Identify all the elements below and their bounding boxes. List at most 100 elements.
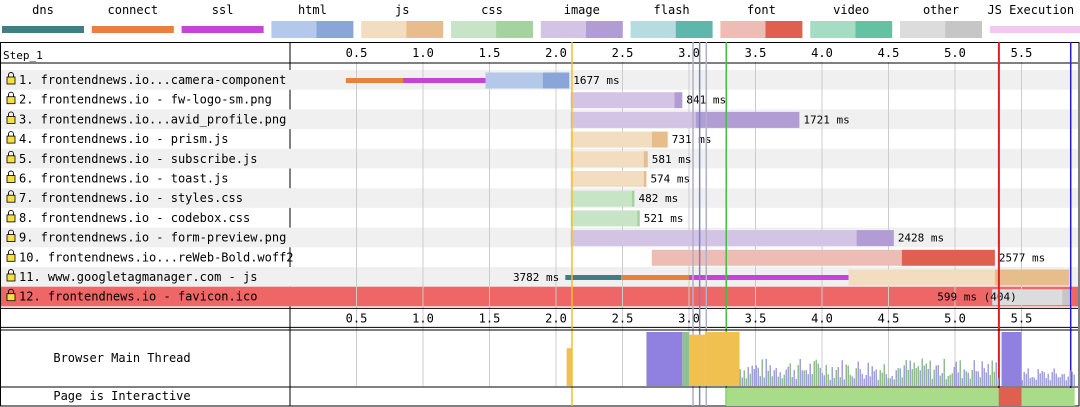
legend-label-3: html — [298, 3, 327, 17]
legend-swatch-4 — [361, 21, 407, 38]
thread-activity-bar — [937, 365, 939, 386]
thread-activity-bar — [823, 375, 825, 386]
thread-activity-bar — [945, 379, 947, 386]
thread-activity-bar — [975, 371, 977, 386]
request-label-5: 6. frontendnews.io - toast.js — [19, 172, 229, 186]
bar-segment-1-1 — [674, 92, 683, 109]
thread-activity-bar — [827, 374, 829, 386]
legend-swatch-dark-10 — [945, 21, 982, 38]
thread-activity-bar — [819, 367, 821, 386]
chart-frame — [0, 42, 1080, 407]
thread-activity-bar — [1055, 373, 1057, 386]
thread-block-6 — [1001, 332, 1022, 386]
legend-label-10: other — [923, 3, 959, 17]
thread-activity-bar — [985, 372, 987, 386]
legend-swatch-1 — [91, 26, 174, 33]
lock-shackle-icon — [8, 209, 14, 215]
thread-activity-bar — [1059, 377, 1061, 386]
thread-activity-bar — [767, 370, 769, 386]
lock-icon — [6, 116, 16, 124]
thread-activity-bar — [1051, 372, 1053, 386]
request-label-1: 2. frontendnews.io - fw-logo-sm.png — [19, 93, 272, 107]
duration-label-2: 1721 ms — [803, 113, 849, 126]
lock-icon — [6, 155, 16, 164]
tick-label-bottom-6: 3.5 — [745, 311, 767, 325]
thread-activity-bar — [1071, 371, 1073, 386]
thread-activity-bar — [799, 358, 801, 386]
bar-segment-2-1 — [695, 111, 800, 128]
thread-activity-bar — [969, 378, 971, 386]
thread-activity-bar — [845, 364, 847, 386]
lock-shackle-icon — [8, 249, 14, 255]
lock-icon — [6, 76, 16, 85]
lock-shackle-icon — [8, 288, 14, 294]
thread-activity-bar — [1061, 374, 1063, 386]
thread-activity-bar — [777, 376, 779, 386]
legend-swatch-8 — [720, 21, 766, 38]
thread-activity-bar — [1039, 373, 1041, 386]
thread-activity-bar — [1067, 376, 1069, 386]
thread-activity-bar — [739, 369, 741, 386]
thread-activity-bar — [923, 365, 925, 386]
thread-activity-bar — [1063, 374, 1065, 386]
lock-shackle-icon — [8, 91, 14, 97]
thread-activity-bar — [783, 374, 785, 386]
thread-activity-bar — [1041, 370, 1043, 386]
thread-activity-bar — [801, 370, 803, 386]
tick-label-top-10: 5.5 — [1011, 46, 1033, 60]
thread-activity-bar — [965, 371, 967, 386]
tick-label-top-4: 2.5 — [612, 46, 634, 60]
duration-label-8: 2428 ms — [898, 232, 944, 245]
thread-activity-bar — [1025, 373, 1027, 386]
thread-activity-bar — [775, 367, 777, 386]
thread-activity-bar — [885, 374, 887, 386]
lock-shackle-icon — [8, 170, 14, 176]
thread-activity-bar — [859, 369, 861, 386]
thread-activity-bar — [841, 360, 843, 386]
thread-activity-bar — [895, 370, 897, 386]
legend-swatch-dark-3 — [316, 21, 354, 38]
thread-activity-bar — [873, 371, 875, 386]
thread-activity-bar — [951, 373, 953, 386]
thread-activity-bar — [825, 364, 827, 386]
thread-block-4 — [689, 334, 705, 386]
thread-activity-bar — [831, 367, 833, 386]
thread-activity-bar — [963, 369, 965, 386]
thread-activity-bar — [857, 361, 859, 386]
thread-activity-bar — [837, 367, 839, 386]
legend-label-8: font — [747, 3, 776, 17]
thread-activity-bar — [897, 368, 899, 386]
thread-activity-bar — [931, 378, 933, 386]
thread-activity-bar — [791, 377, 793, 386]
thread-activity-bar — [993, 371, 995, 386]
bar-segment-3-0 — [570, 131, 652, 148]
thread-activity-bar — [971, 369, 973, 386]
thread-activity-bar — [809, 363, 811, 386]
tick-label-top-2: 1.5 — [479, 46, 501, 60]
bar-segment-10-0 — [565, 275, 622, 280]
thread-activity-bar — [953, 366, 955, 386]
legend-label-11: JS Execution — [987, 3, 1074, 17]
duration-label-11: 599 ms (404) — [937, 291, 1016, 304]
thread-activity-bar — [1043, 372, 1045, 386]
thread-activity-bar — [853, 378, 855, 386]
thread-activity-bar — [881, 372, 883, 386]
thread-activity-bar — [949, 374, 951, 386]
thread-activity-bar — [891, 375, 893, 386]
thread-activity-bar — [871, 366, 873, 386]
thread-activity-bar — [1023, 371, 1025, 386]
thread-activity-bar — [899, 368, 901, 386]
thread-activity-bar — [887, 378, 889, 386]
tick-label-bottom-7: 4.0 — [811, 311, 833, 325]
thread-activity-bar — [921, 358, 923, 386]
lock-shackle-icon — [8, 131, 14, 137]
tick-label-bottom-5: 3.0 — [678, 311, 700, 325]
request-label-7: 8. frontendnews.io - codebox.css — [19, 211, 250, 225]
thread-activity-bar — [901, 377, 903, 386]
request-label-0: 1. frontendnews.io...camera-component — [19, 73, 286, 87]
tick-label-top-3: 2.0 — [545, 46, 567, 60]
thread-activity-bar — [883, 364, 885, 386]
bar-segment-10-1 — [621, 275, 689, 280]
request-label-3: 4. frontendnews.io - prism.js — [19, 132, 229, 146]
interactive-label: Page is Interactive — [53, 389, 190, 403]
